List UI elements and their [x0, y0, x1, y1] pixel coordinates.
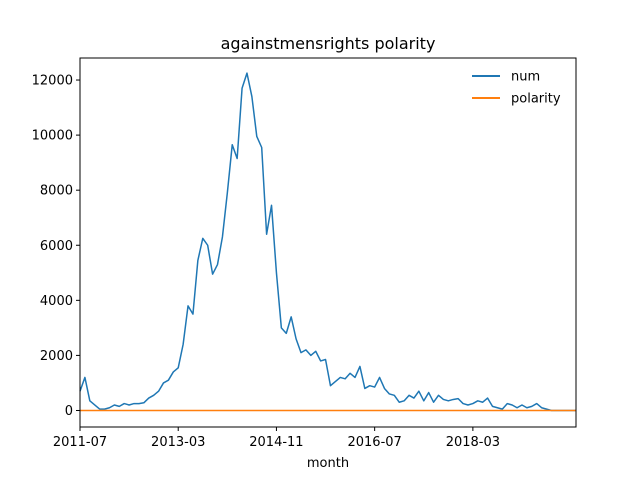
y-tick-label: 2000	[40, 349, 73, 364]
y-tick-label: 4000	[40, 294, 73, 309]
x-tick-label: 2013-03	[151, 435, 205, 450]
x-axis-label: month	[307, 456, 349, 471]
x-tick-label: 2011-07	[53, 435, 107, 450]
x-axis: 2011-07 2013-03 2014-11 2016-07 2018-03	[53, 427, 500, 450]
chart-title: againstmensrights polarity	[221, 34, 436, 53]
y-tick-label: 10000	[32, 129, 73, 144]
x-tick-label: 2014-11	[249, 435, 303, 450]
x-tick-label: 2018-03	[446, 435, 500, 450]
plot-frame	[79, 57, 577, 428]
x-tick-label: 2016-07	[347, 435, 401, 450]
y-tick-label: 0	[65, 404, 73, 419]
y-tick-label: 12000	[32, 74, 73, 89]
legend-label-num: num	[511, 70, 540, 85]
y-tick-label: 6000	[40, 239, 73, 254]
legend: num polarity	[472, 70, 561, 107]
series-line-num	[79, 72, 576, 412]
y-tick-label: 8000	[40, 184, 73, 199]
series-layer	[79, 72, 576, 412]
legend-label-polarity: polarity	[511, 92, 561, 107]
y-axis: 0 2000 4000 6000 8000 10000 12000	[32, 74, 80, 419]
